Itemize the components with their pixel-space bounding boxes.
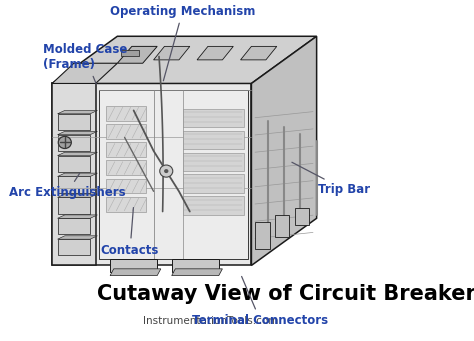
Polygon shape [118, 46, 157, 63]
Polygon shape [197, 46, 233, 60]
Polygon shape [107, 197, 146, 211]
Polygon shape [107, 178, 146, 193]
Text: Molded Case
(Frame): Molded Case (Frame) [43, 43, 128, 84]
Polygon shape [107, 160, 146, 175]
Polygon shape [182, 109, 244, 127]
Polygon shape [52, 63, 118, 84]
Polygon shape [52, 84, 96, 265]
Polygon shape [107, 142, 146, 157]
Polygon shape [99, 90, 248, 259]
Polygon shape [57, 218, 90, 235]
Circle shape [58, 136, 71, 149]
Circle shape [160, 165, 173, 177]
Polygon shape [57, 135, 90, 151]
Polygon shape [154, 46, 190, 60]
Polygon shape [295, 208, 310, 225]
Polygon shape [182, 196, 244, 215]
Text: Cutaway View of Circuit Breaker: Cutaway View of Circuit Breaker [98, 284, 474, 304]
Circle shape [164, 169, 168, 173]
Text: Trip Bar: Trip Bar [292, 162, 371, 196]
Polygon shape [57, 110, 98, 114]
Polygon shape [57, 152, 98, 155]
Polygon shape [57, 177, 90, 193]
Text: Contacts: Contacts [101, 208, 159, 256]
Polygon shape [57, 194, 98, 197]
Text: Terminal Connectors: Terminal Connectors [192, 277, 328, 327]
Polygon shape [57, 239, 90, 255]
Polygon shape [52, 84, 251, 265]
Polygon shape [240, 46, 277, 60]
Text: Arc Extinguishers: Arc Extinguishers [9, 174, 125, 199]
Polygon shape [57, 173, 98, 177]
Text: InstrumentationTools.com: InstrumentationTools.com [143, 316, 278, 326]
Polygon shape [57, 155, 90, 172]
Polygon shape [57, 215, 98, 218]
Polygon shape [182, 152, 244, 171]
Polygon shape [251, 36, 317, 265]
Polygon shape [107, 124, 146, 139]
Polygon shape [172, 259, 219, 272]
Polygon shape [57, 131, 98, 135]
Polygon shape [107, 106, 146, 120]
Polygon shape [255, 222, 270, 249]
Polygon shape [121, 50, 139, 57]
Polygon shape [57, 197, 90, 213]
Text: Operating Mechanism: Operating Mechanism [110, 5, 255, 81]
Polygon shape [57, 114, 90, 130]
Polygon shape [182, 131, 244, 149]
Polygon shape [110, 259, 157, 272]
Polygon shape [57, 236, 98, 239]
Polygon shape [182, 175, 244, 193]
Polygon shape [275, 215, 290, 237]
Polygon shape [110, 269, 161, 276]
Polygon shape [52, 36, 317, 84]
Polygon shape [172, 269, 222, 276]
